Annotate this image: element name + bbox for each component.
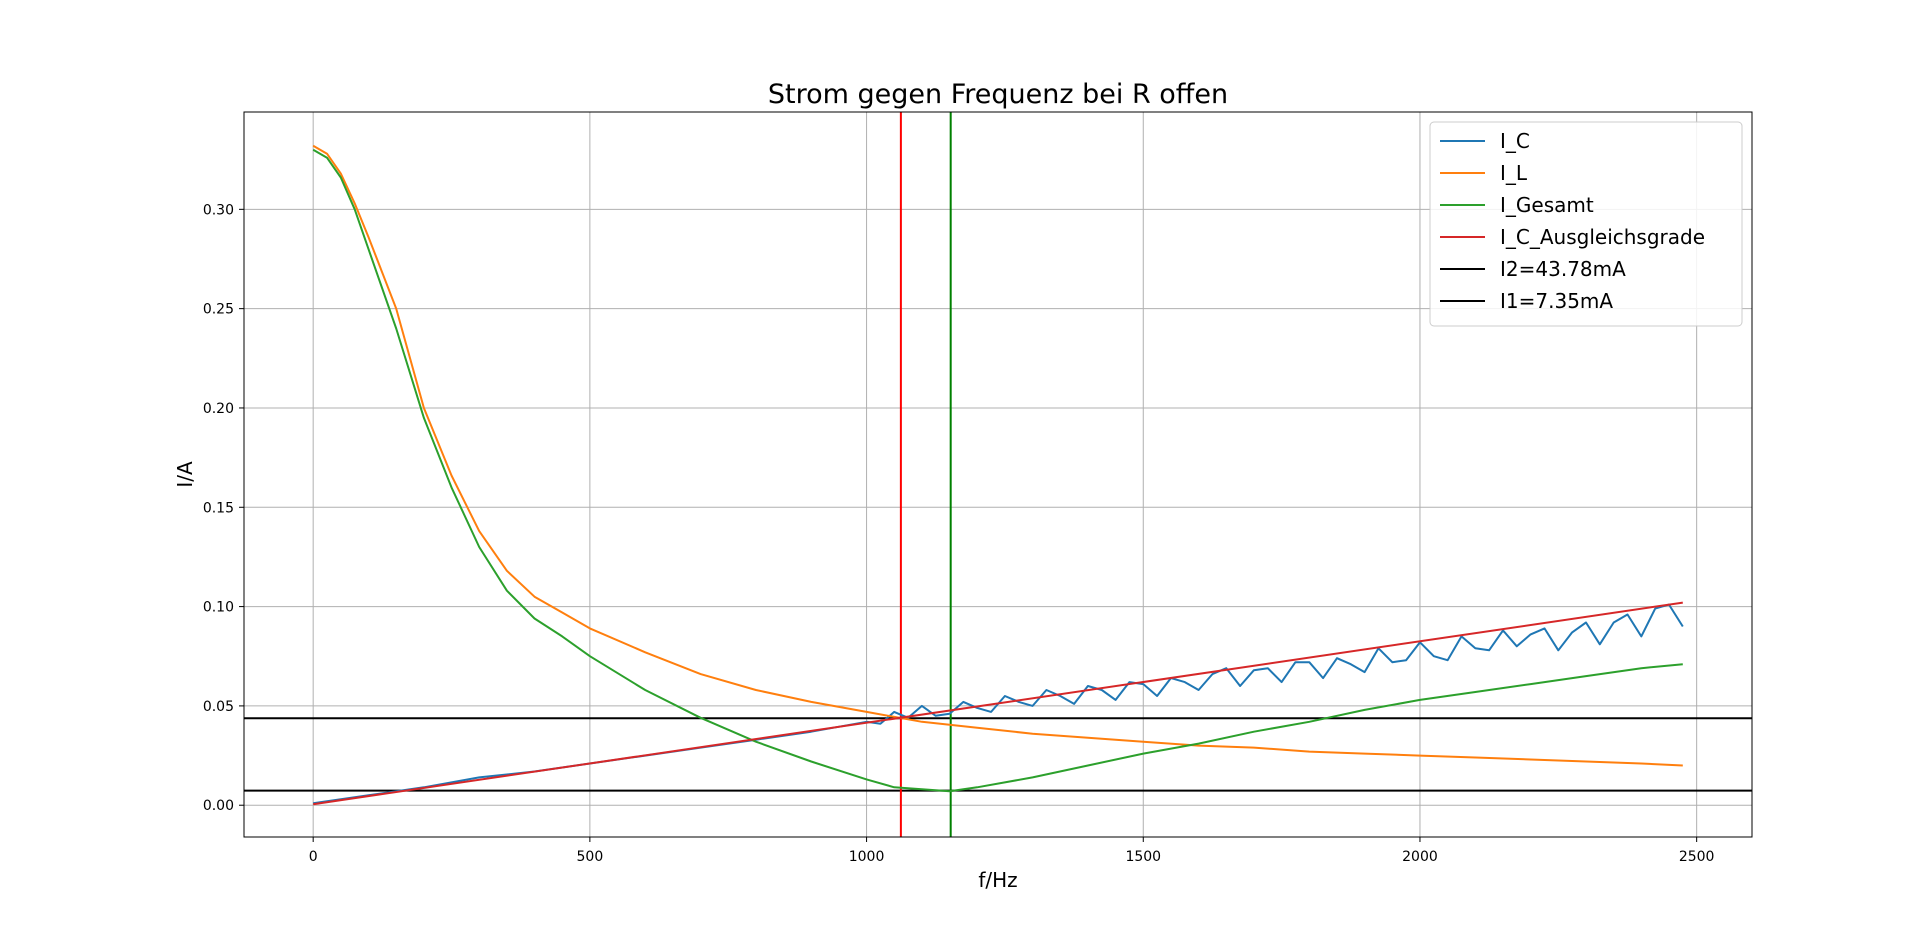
chart-title: Strom gegen Frequenz bei R offen <box>768 79 1228 110</box>
legend-label: I1=7.35mA <box>1500 289 1613 313</box>
legend-box <box>1429 121 1743 327</box>
legend-label: I_L <box>1500 161 1528 185</box>
legend: I_C I_L I_Gesamt I_C_Ausgleichsgrade I2=43.7… <box>1429 121 1743 327</box>
series-line-i-l <box>312 144 1683 767</box>
axes-frame <box>243 111 1753 838</box>
tick-layer: 0 500 1000 1500 2000 2500 0.00 0.05 0.10 0.15 0.20… <box>203 202 1715 865</box>
y-tick-label: 0.15 <box>203 500 234 516</box>
series-layer <box>312 144 1684 806</box>
x-tick-label: 1500 <box>1125 849 1161 865</box>
reference-lines-layer <box>244 112 1752 837</box>
legend-label: I_C <box>1500 129 1530 153</box>
legend-label: I_Gesamt <box>1500 193 1594 217</box>
x-axis-label: f/Hz <box>978 868 1017 892</box>
y-axis-label: I/A <box>173 461 197 488</box>
series-line-i-c-ausgleichsgrade <box>313 601 1683 806</box>
y-tick-label: 0.05 <box>203 699 234 715</box>
series-line-i-gesamt <box>312 148 1683 793</box>
y-tick-label: 0.10 <box>203 600 234 616</box>
legend-label: I_C_Ausgleichsgrade <box>1500 225 1705 249</box>
x-tick-label: 0 <box>309 849 318 865</box>
x-tick-label: 1000 <box>849 849 885 865</box>
y-tick-label: 0.25 <box>203 302 234 318</box>
x-tick-label: 2500 <box>1679 849 1715 865</box>
y-tick-label: 0.20 <box>203 401 234 417</box>
series-line-i-c <box>313 603 1684 805</box>
y-tick-label: 0.00 <box>203 798 234 814</box>
y-tick-label: 0.30 <box>203 202 234 218</box>
legend-label: I2=43.78mA <box>1500 257 1626 281</box>
x-tick-label: 500 <box>577 849 604 865</box>
x-tick-label: 2000 <box>1402 849 1438 865</box>
